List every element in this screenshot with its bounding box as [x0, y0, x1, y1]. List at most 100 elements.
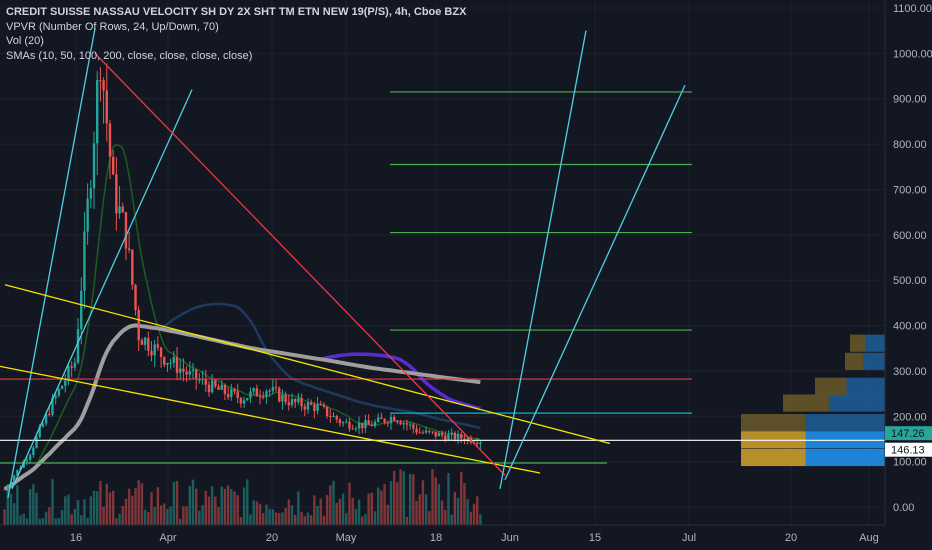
candle-body — [207, 384, 211, 393]
volume-bar — [28, 489, 32, 525]
volume-bar — [479, 514, 482, 525]
moving-averages — [3, 144, 481, 491]
volume-bar — [290, 505, 294, 525]
volume-bar — [6, 490, 9, 525]
indicator-smas[interactable]: SMAs (10, 50, 100, 200, close, close, cl… — [6, 49, 253, 62]
candle-body — [153, 344, 156, 356]
volume-bar — [73, 508, 77, 525]
volume-bar — [226, 485, 230, 525]
vpvr-up-bar — [846, 377, 885, 395]
time-axis[interactable]: 16 Apr 20 May 18 Jun 15 Jul 20 Aug — [0, 524, 885, 544]
volume-bar — [127, 488, 131, 525]
candle-body — [143, 337, 147, 345]
indicator-volume[interactable]: Vol (20) — [6, 35, 44, 47]
candle-body — [386, 422, 389, 424]
price-tag-box — [885, 426, 932, 441]
candle-body — [364, 420, 367, 429]
candle-body — [258, 396, 262, 398]
candle-body — [118, 206, 121, 214]
volume-bar — [341, 493, 345, 525]
volume-bar — [166, 509, 169, 525]
volume-bar — [163, 503, 166, 525]
volume-bar — [169, 506, 172, 525]
volume-bar — [150, 492, 153, 525]
candle-body — [67, 366, 70, 381]
trend-lines[interactable] — [0, 28, 686, 499]
indicator-vpvr[interactable]: VPVR (Number Of Rows, 24, Up/Down, 70) — [6, 20, 219, 33]
volume-bar — [380, 490, 383, 525]
volume-bar — [35, 492, 38, 525]
candle-body — [284, 394, 287, 403]
candle-body — [450, 432, 453, 435]
volume-bars — [3, 469, 482, 525]
volume-bar — [316, 505, 319, 525]
volume-bar — [70, 514, 73, 525]
volume-bar — [428, 511, 431, 525]
volume-bar — [25, 518, 29, 525]
candle-body — [428, 430, 431, 432]
horizontal-levels[interactable] — [0, 91, 885, 464]
candle-body — [86, 198, 89, 232]
candle-body — [131, 249, 134, 285]
price-tag-box — [885, 442, 932, 457]
vpvr-down-bar — [815, 377, 847, 395]
candle-body — [217, 386, 220, 390]
volume-bar — [214, 496, 217, 525]
volume-bar — [345, 513, 348, 525]
volume-bar — [32, 484, 35, 525]
candle-body — [48, 413, 51, 415]
symbol-title[interactable]: CREDIT SUISSE NASSAU VELOCITY SH DY 2X S… — [6, 6, 467, 18]
y-tick-label: 100.00 — [893, 457, 927, 469]
candle-body — [329, 416, 332, 418]
volume-bar — [115, 518, 118, 525]
volume-bar — [207, 496, 211, 525]
volume-bar — [67, 494, 70, 525]
trend-line — [0, 365, 541, 474]
volume-bar — [319, 498, 322, 525]
candle-body — [354, 428, 358, 430]
volume-bar — [105, 483, 108, 525]
volume-bar — [140, 483, 144, 525]
candle-body — [22, 461, 25, 468]
vpvr-down-bar — [741, 414, 806, 432]
vpvr-down-bar — [783, 394, 829, 412]
candle-body — [421, 432, 425, 434]
volume-bar — [297, 491, 300, 525]
trend-line — [11, 89, 193, 490]
candle-body — [140, 340, 144, 345]
volume-bar — [357, 499, 361, 525]
candle-body — [108, 123, 112, 157]
candle-body — [434, 431, 437, 437]
volume-bar — [60, 509, 64, 525]
volume-bar — [204, 490, 207, 525]
candlesticks — [3, 63, 482, 491]
volume-bar — [38, 518, 41, 525]
volume-bar — [131, 495, 134, 525]
candle-body — [70, 366, 73, 368]
candle-body — [96, 80, 99, 144]
candle-body — [373, 421, 377, 427]
candle-body — [105, 90, 108, 124]
candle-body — [169, 362, 172, 364]
volume-bar — [156, 487, 160, 525]
volume-bar — [223, 488, 227, 525]
candle-body — [54, 395, 57, 398]
candle-body — [226, 393, 230, 398]
volume-bar — [230, 489, 233, 525]
volume-bar — [469, 511, 473, 525]
candle-body — [111, 156, 115, 175]
candle-body — [377, 417, 380, 422]
volume-bar — [361, 516, 364, 525]
candle-body — [402, 423, 405, 425]
candle-body — [223, 384, 227, 394]
volume-bar — [431, 469, 434, 525]
candle-body — [418, 432, 421, 434]
candle-body — [265, 391, 268, 397]
candle-body — [338, 419, 342, 424]
candle-body — [389, 417, 393, 424]
candle-body — [456, 434, 460, 440]
volume-bar — [392, 470, 396, 525]
volume-bar — [54, 518, 57, 525]
candle-body — [309, 402, 313, 405]
